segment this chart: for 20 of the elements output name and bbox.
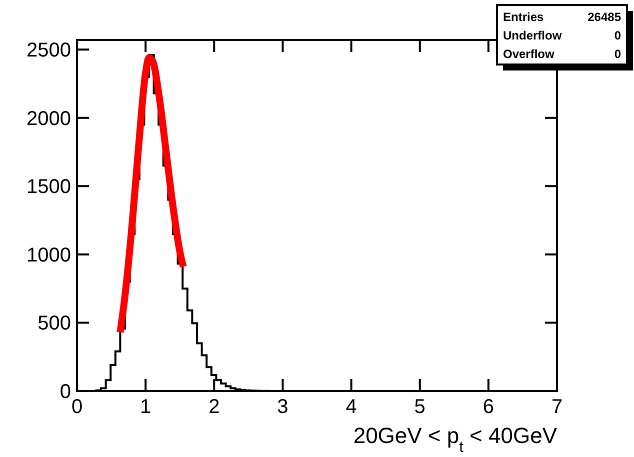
text: 0	[614, 47, 622, 61]
annotation: Underflow	[503, 28, 562, 42]
annotation: Overflow	[503, 47, 556, 61]
x-tick-label: 3	[277, 396, 288, 418]
x-tick-label: 2	[208, 396, 220, 418]
x-axis-title: 20GeV < p$_{t}$ < 40GeV	[353, 423, 558, 456]
x-tick-label: 7	[551, 396, 563, 418]
x-tick-label: 1	[140, 396, 152, 418]
y-tick-label: 2000	[26, 108, 71, 130]
x-tick-label: 6	[482, 396, 494, 418]
y-tick-label: 1000	[26, 244, 71, 266]
y-tick-label: 0	[60, 381, 71, 403]
text: 0	[614, 28, 622, 42]
x-tick-label: 5	[414, 396, 426, 418]
text: Entries	[503, 10, 544, 24]
text: 26485	[588, 10, 622, 24]
y-tick-label: 1500	[26, 176, 71, 198]
y-tick-label: 500	[38, 312, 71, 335]
x-tick-label: 4	[346, 396, 357, 418]
y-tick-label: 2500	[26, 40, 71, 62]
